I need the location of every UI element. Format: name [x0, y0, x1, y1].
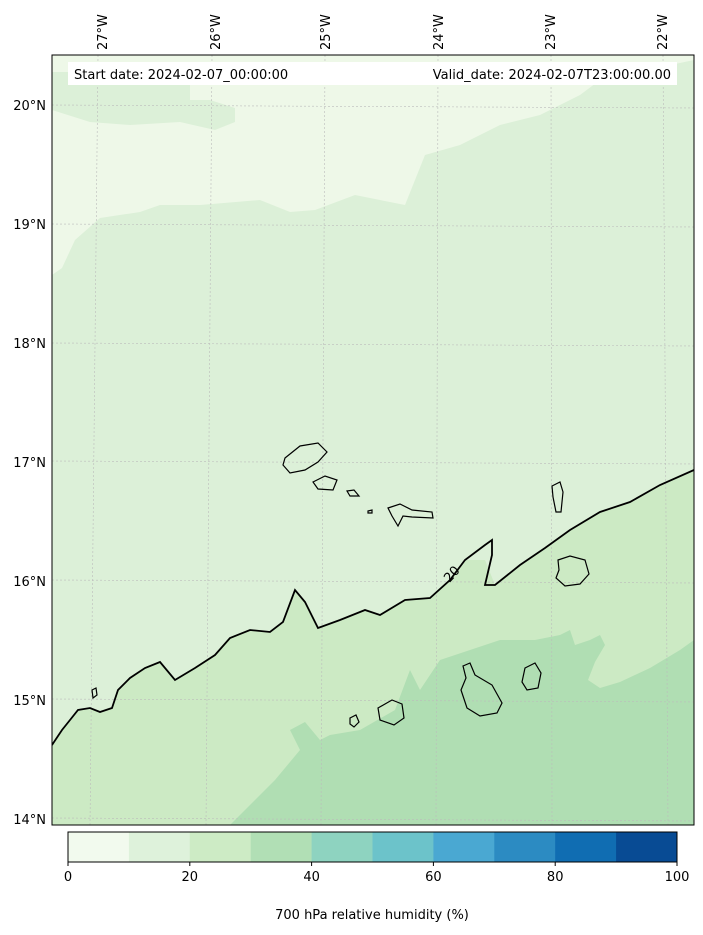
- valid-date-text: Valid_date: 2024-02-07T23:00:00.00: [433, 68, 671, 83]
- lat-label-14n: 14°N: [13, 813, 46, 828]
- lat-label-18n: 18°N: [13, 337, 46, 352]
- colorbar-frame: [67, 831, 678, 863]
- island-sao-vicente: [312, 475, 338, 491]
- colorbar-segment: [250, 832, 313, 862]
- island-sao-nicolau: [387, 503, 434, 528]
- island-santo-antao: [282, 442, 328, 474]
- island-raso: [367, 509, 373, 514]
- island-fogo: [377, 699, 405, 726]
- lon-label-25w: 25°W: [319, 14, 334, 50]
- colorbar-segment: [494, 832, 556, 862]
- island-santa-luzia: [346, 489, 361, 497]
- colorbar: 0 20 40 60 80 100: [64, 831, 690, 885]
- lat-label-16n: 16°N: [13, 575, 46, 590]
- island-santiago: [460, 662, 503, 717]
- humidity-band-30-40-west: [290, 722, 320, 752]
- coastlines: [91, 442, 590, 728]
- lat-label-15n: 15°N: [13, 694, 46, 709]
- colorbar-tick-label: 0: [64, 870, 72, 885]
- lon-label-24w: 24°W: [432, 14, 447, 50]
- lat-label-17n: 17°N: [13, 456, 46, 471]
- island-boa-vista: [555, 555, 590, 587]
- contour-20: [52, 469, 694, 746]
- colorbar-segment: [372, 832, 434, 862]
- islet-west: [91, 687, 98, 700]
- colorbar-tick-label: 20: [182, 870, 199, 885]
- lat-label-19n: 19°N: [13, 218, 46, 233]
- colorbar-segment: [616, 832, 678, 862]
- lat-label-20n: 20°N: [13, 99, 46, 114]
- humidity-band-10-20-north: [52, 72, 235, 130]
- colorbar-tick-label: 40: [303, 870, 320, 885]
- start-date-text: Start date: 2024-02-07_00:00:00: [74, 68, 288, 83]
- lat-labels: 20°N 19°N 18°N 17°N 16°N 15°N 14°N: [13, 99, 46, 828]
- lon-label-22w: 22°W: [656, 14, 671, 50]
- lon-labels: 27°W 26°W 25°W 24°W 23°W 22°W: [96, 14, 671, 50]
- lon-label-23w: 23°W: [544, 14, 559, 50]
- lon-label-26w: 26°W: [209, 14, 224, 50]
- colorbar-segment: [433, 832, 495, 862]
- island-maio: [521, 662, 542, 691]
- colorbar-segment: [68, 832, 130, 862]
- humidity-field: [52, 55, 694, 825]
- colorbar-segment: [128, 832, 191, 862]
- island-brava: [349, 714, 360, 728]
- graticule: [52, 55, 694, 825]
- header-box: [68, 62, 677, 85]
- colorbar-tick-label: 60: [425, 870, 442, 885]
- colorbar-label: 700 hPa relative humidity (%): [275, 908, 469, 923]
- humidity-band-30-40: [230, 630, 694, 825]
- colorbar-segment: [311, 832, 373, 862]
- colorbar-tick-label: 100: [665, 870, 690, 885]
- colorbar-tick-label: 80: [547, 870, 564, 885]
- island-sal: [551, 481, 564, 513]
- lon-label-27w: 27°W: [96, 14, 111, 50]
- colorbar-segment: [189, 832, 252, 862]
- map-frame: [51, 54, 695, 826]
- colorbar-segment: [555, 832, 617, 862]
